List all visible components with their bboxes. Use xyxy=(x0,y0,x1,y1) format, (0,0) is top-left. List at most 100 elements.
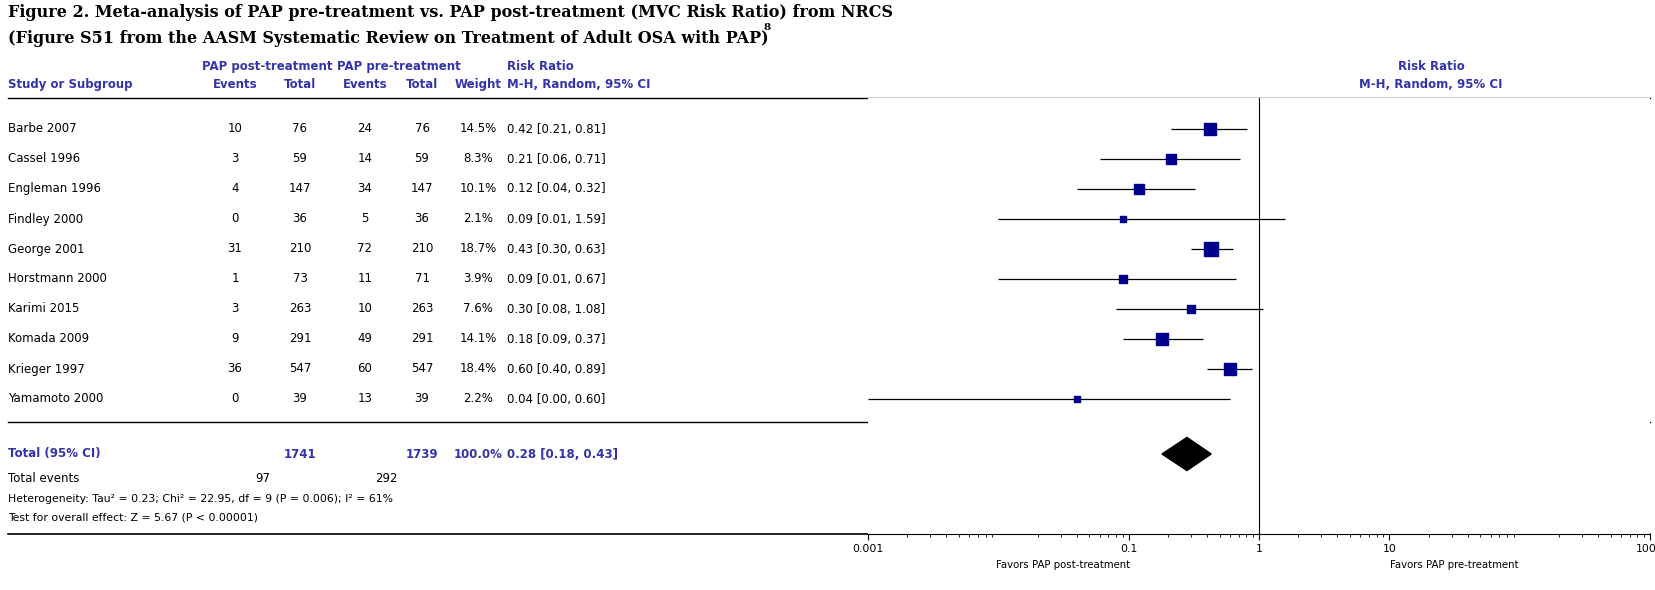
Text: 100.0%: 100.0% xyxy=(453,447,501,461)
Text: 36: 36 xyxy=(227,362,242,375)
Text: Engleman 1996: Engleman 1996 xyxy=(8,182,101,195)
Text: 36: 36 xyxy=(414,212,429,225)
Text: 4: 4 xyxy=(232,182,238,195)
Text: 49: 49 xyxy=(357,333,372,346)
Text: 0.09 [0.01, 1.59]: 0.09 [0.01, 1.59] xyxy=(506,212,606,225)
Text: 14.5%: 14.5% xyxy=(458,123,496,136)
Text: 0.42 [0.21, 0.81]: 0.42 [0.21, 0.81] xyxy=(506,123,606,136)
Text: Barbe 2007: Barbe 2007 xyxy=(8,123,76,136)
Text: 34: 34 xyxy=(357,182,372,195)
Text: 0.18 [0.09, 0.37]: 0.18 [0.09, 0.37] xyxy=(506,333,606,346)
Point xyxy=(1109,274,1135,284)
Text: 291: 291 xyxy=(288,333,311,346)
Text: PAP pre-treatment: PAP pre-treatment xyxy=(336,60,460,73)
Text: 210: 210 xyxy=(288,242,311,255)
Text: Weight: Weight xyxy=(453,78,501,91)
Text: 59: 59 xyxy=(293,152,308,166)
Text: Findley 2000: Findley 2000 xyxy=(8,212,83,225)
Text: 9: 9 xyxy=(232,333,238,346)
Text: Events: Events xyxy=(212,78,257,91)
Text: Komada 2009: Komada 2009 xyxy=(8,333,89,346)
Text: Risk Ratio: Risk Ratio xyxy=(506,60,573,73)
Text: 18.4%: 18.4% xyxy=(458,362,496,375)
Text: 263: 263 xyxy=(288,303,311,316)
Text: Cassel 1996: Cassel 1996 xyxy=(8,152,79,166)
Text: 0.21 [0.06, 0.71]: 0.21 [0.06, 0.71] xyxy=(506,152,606,166)
Text: Krieger 1997: Krieger 1997 xyxy=(8,362,84,375)
Text: Total: Total xyxy=(405,78,439,91)
Text: M-H, Random, 95% CI: M-H, Random, 95% CI xyxy=(1359,78,1501,91)
Text: 73: 73 xyxy=(293,273,308,286)
Text: 0.04 [0.00, 0.60]: 0.04 [0.00, 0.60] xyxy=(506,392,606,405)
Point xyxy=(1109,214,1135,224)
Text: 0.09 [0.01, 0.67]: 0.09 [0.01, 0.67] xyxy=(506,273,606,286)
Text: 24: 24 xyxy=(357,123,372,136)
Text: 292: 292 xyxy=(374,472,397,485)
Text: 36: 36 xyxy=(293,212,308,225)
Point xyxy=(1197,124,1223,134)
Polygon shape xyxy=(1162,437,1210,471)
Text: 39: 39 xyxy=(414,392,429,405)
Text: Total: Total xyxy=(283,78,316,91)
Text: 76: 76 xyxy=(293,123,308,136)
Text: Horstmann 2000: Horstmann 2000 xyxy=(8,273,108,286)
Text: 10: 10 xyxy=(357,303,372,316)
Text: 1: 1 xyxy=(232,273,238,286)
Text: Yamamoto 2000: Yamamoto 2000 xyxy=(8,392,103,405)
Text: 3: 3 xyxy=(232,303,238,316)
Point xyxy=(1149,335,1175,344)
Text: Figure 2. Meta-analysis of PAP pre-treatment vs. PAP post-treatment (MVC Risk Ra: Figure 2. Meta-analysis of PAP pre-treat… xyxy=(8,4,892,21)
Text: 147: 147 xyxy=(410,182,434,195)
Text: 263: 263 xyxy=(410,303,434,316)
Text: 76: 76 xyxy=(414,123,429,136)
Text: 147: 147 xyxy=(288,182,311,195)
Text: 8: 8 xyxy=(763,23,770,32)
Text: 14: 14 xyxy=(357,152,372,166)
Text: 1741: 1741 xyxy=(283,447,316,461)
Text: 2.1%: 2.1% xyxy=(463,212,493,225)
Text: Events: Events xyxy=(343,78,387,91)
Point xyxy=(1157,154,1183,163)
Text: 18.7%: 18.7% xyxy=(458,242,496,255)
Text: Test for overall effect: Z = 5.67 (P < 0.00001): Test for overall effect: Z = 5.67 (P < 0… xyxy=(8,512,258,522)
Text: 7.6%: 7.6% xyxy=(463,303,493,316)
Text: Heterogeneity: Tau² = 0.23; Chi² = 22.95, df = 9 (P = 0.006); I² = 61%: Heterogeneity: Tau² = 0.23; Chi² = 22.95… xyxy=(8,494,392,504)
Text: 1739: 1739 xyxy=(405,447,439,461)
Text: 3: 3 xyxy=(232,152,238,166)
Point xyxy=(1197,244,1223,254)
Text: 97: 97 xyxy=(255,472,270,485)
Text: 547: 547 xyxy=(410,362,434,375)
Text: 10.1%: 10.1% xyxy=(458,182,496,195)
Text: George 2001: George 2001 xyxy=(8,242,84,255)
Text: 60: 60 xyxy=(357,362,372,375)
Text: 39: 39 xyxy=(293,392,308,405)
Text: 210: 210 xyxy=(410,242,434,255)
Text: 71: 71 xyxy=(414,273,429,286)
Text: 11: 11 xyxy=(357,273,372,286)
Text: 0.60 [0.40, 0.89]: 0.60 [0.40, 0.89] xyxy=(506,362,606,375)
Text: 291: 291 xyxy=(410,333,434,346)
Text: Total events: Total events xyxy=(8,472,79,485)
Text: Risk Ratio: Risk Ratio xyxy=(1397,60,1463,73)
Text: 0.43 [0.30, 0.63]: 0.43 [0.30, 0.63] xyxy=(506,242,606,255)
Text: 8.3%: 8.3% xyxy=(463,152,493,166)
Point xyxy=(1216,364,1243,373)
Text: Total (95% CI): Total (95% CI) xyxy=(8,447,101,461)
Text: 72: 72 xyxy=(357,242,372,255)
Point xyxy=(1125,184,1152,194)
Text: 0: 0 xyxy=(232,392,238,405)
Text: 547: 547 xyxy=(288,362,311,375)
Text: 13: 13 xyxy=(357,392,372,405)
Text: Karimi 2015: Karimi 2015 xyxy=(8,303,79,316)
Text: M-H, Random, 95% CI: M-H, Random, 95% CI xyxy=(506,78,650,91)
Text: PAP post-treatment: PAP post-treatment xyxy=(202,60,333,73)
Text: 59: 59 xyxy=(414,152,429,166)
Text: Favors PAP post-treatment: Favors PAP post-treatment xyxy=(996,560,1130,570)
Text: 0: 0 xyxy=(232,212,238,225)
Text: 10: 10 xyxy=(227,123,242,136)
Text: 0.30 [0.08, 1.08]: 0.30 [0.08, 1.08] xyxy=(506,303,604,316)
Text: 0.28 [0.18, 0.43]: 0.28 [0.18, 0.43] xyxy=(506,447,617,461)
Text: 2.2%: 2.2% xyxy=(463,392,493,405)
Text: 3.9%: 3.9% xyxy=(463,273,493,286)
Text: Favors PAP pre-treatment: Favors PAP pre-treatment xyxy=(1389,560,1518,570)
